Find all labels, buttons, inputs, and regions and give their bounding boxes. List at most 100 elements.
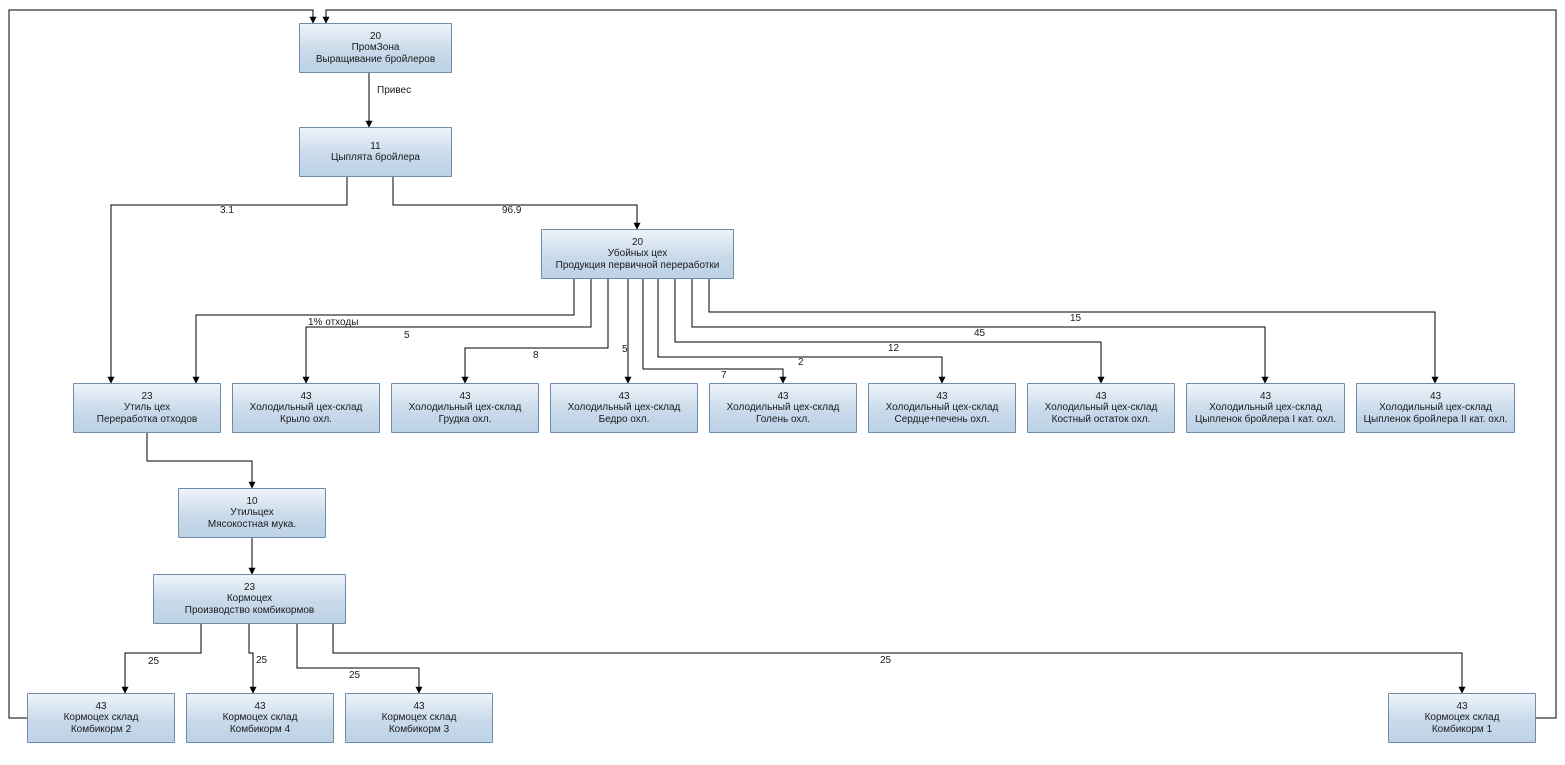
node-code: 10 (246, 496, 257, 508)
node-code: 43 (254, 701, 265, 713)
node-n9[interactable]: 43Холодильный цех-складСердце+печень охл… (868, 383, 1016, 433)
node-line2: Переработка отходов (97, 414, 197, 426)
edge-label-n14-n17: 25 (349, 670, 360, 681)
node-line1: Кормоцех склад (223, 712, 298, 724)
edge-n3-n4 (196, 279, 574, 383)
node-line1: Кормоцех склад (1425, 712, 1500, 724)
node-n12[interactable]: 43Холодильный цех-складЦыпленок бройлера… (1356, 383, 1515, 433)
edge-label-n14-n18: 25 (880, 655, 891, 666)
edge-n3-n6 (465, 279, 608, 383)
node-line2: Мясокостная мука. (208, 519, 296, 531)
node-n8[interactable]: 43Холодильный цех-складГолень охл. (709, 383, 857, 433)
node-line2: Сердце+печень охл. (895, 414, 990, 426)
node-line1: Кормоцех склад (64, 712, 139, 724)
node-line2: Костный остаток охл. (1052, 414, 1151, 426)
node-code: 43 (1095, 391, 1106, 403)
node-code: 23 (141, 391, 152, 403)
node-code: 20 (370, 31, 381, 43)
node-line2: Комбикорм 1 (1432, 724, 1492, 736)
node-line1: Холодильный цех-склад (1379, 402, 1492, 414)
node-line1: Цыплята бройлера (331, 152, 420, 164)
node-line1: Кормоцех (227, 593, 272, 605)
node-code: 43 (413, 701, 424, 713)
node-code: 43 (1456, 701, 1467, 713)
node-line2: Грудка охл. (439, 414, 492, 426)
node-n17[interactable]: 43Кормоцех складКомбикорм 3 (345, 693, 493, 743)
edge-n3-n12 (709, 279, 1435, 383)
edge-label-n14-n16: 25 (256, 655, 267, 666)
edge-n4-n13 (147, 433, 252, 488)
node-line2: Производство комбикормов (185, 605, 314, 617)
node-code: 43 (777, 391, 788, 403)
node-line1: Холодильный цех-склад (409, 402, 522, 414)
edge-n14-n17 (297, 624, 419, 693)
edge-label-n3-n6: 8 (533, 350, 539, 361)
node-code: 11 (370, 141, 380, 153)
node-code: 43 (459, 391, 470, 403)
node-line1: Убойных цех (608, 248, 667, 260)
node-n13[interactable]: 10УтильцехМясокостная мука. (178, 488, 326, 538)
node-line1: Утиль цех (124, 402, 170, 414)
node-line2: Цыпленок бройлера I кат. охл. (1195, 414, 1336, 426)
edge-label-n3-n4: 1% отходы (308, 317, 358, 328)
edge-label-n3-n12: 15 (1070, 313, 1081, 324)
edge-label-n1-n2: Привес (377, 85, 411, 96)
diagram-canvas: 20ПромЗонаВыращивание бройлеров11Цыплята… (0, 0, 1565, 765)
edge-label-n3-n8: 7 (721, 370, 727, 381)
node-n16[interactable]: 43Кормоцех складКомбикорм 4 (186, 693, 334, 743)
node-line1: Утильцех (230, 507, 274, 519)
node-line1: Кормоцех склад (382, 712, 457, 724)
edge-n14-n18 (333, 624, 1462, 693)
node-n15[interactable]: 43Кормоцех складКомбикорм 2 (27, 693, 175, 743)
edge-n18-n1 (326, 10, 1556, 718)
node-code: 43 (1430, 391, 1441, 403)
node-line1: Холодильный цех-склад (886, 402, 999, 414)
edge-label-n3-n10: 12 (888, 343, 899, 354)
node-line1: ПромЗона (352, 42, 400, 54)
edge-n14-n16 (249, 624, 253, 693)
node-n14[interactable]: 23КормоцехПроизводство комбикормов (153, 574, 346, 624)
node-line2: Продукция первичной переработки (556, 260, 720, 272)
edge-n3-n10 (675, 279, 1101, 383)
node-line2: Комбикорм 4 (230, 724, 290, 736)
node-n1[interactable]: 20ПромЗонаВыращивание бройлеров (299, 23, 452, 73)
node-line2: Выращивание бройлеров (316, 54, 435, 66)
edge-n14-n15 (125, 624, 201, 693)
node-code: 20 (632, 237, 643, 249)
node-line1: Холодильный цех-склад (568, 402, 681, 414)
node-n2[interactable]: 11Цыплята бройлера (299, 127, 452, 177)
node-n18[interactable]: 43Кормоцех складКомбикорм 1 (1388, 693, 1536, 743)
edge-n3-n5 (306, 279, 591, 383)
node-line1: Холодильный цех-склад (250, 402, 363, 414)
edge-label-n3-n11: 45 (974, 328, 985, 339)
edge-label-n2-n4: 3.1 (220, 205, 234, 216)
node-line2: Крыло охл. (280, 414, 332, 426)
node-line2: Комбикорм 2 (71, 724, 131, 736)
edge-n3-n8 (643, 279, 783, 383)
node-n5[interactable]: 43Холодильный цех-складКрыло охл. (232, 383, 380, 433)
node-line2: Голень охл. (756, 414, 810, 426)
node-n6[interactable]: 43Холодильный цех-складГрудка охл. (391, 383, 539, 433)
edge-label-n14-n15: 25 (148, 656, 159, 667)
node-code: 43 (95, 701, 106, 713)
node-n4[interactable]: 23Утиль цехПереработка отходов (73, 383, 221, 433)
node-line1: Холодильный цех-склад (1209, 402, 1322, 414)
node-code: 23 (244, 582, 255, 594)
node-line1: Холодильный цех-склад (1045, 402, 1158, 414)
node-n11[interactable]: 43Холодильный цех-складЦыпленок бройлера… (1186, 383, 1345, 433)
node-code: 43 (1260, 391, 1271, 403)
node-code: 43 (300, 391, 311, 403)
node-n7[interactable]: 43Холодильный цех-складБедро охл. (550, 383, 698, 433)
edge-n2-n3 (393, 177, 637, 229)
node-n10[interactable]: 43Холодильный цех-складКостный остаток о… (1027, 383, 1175, 433)
node-code: 43 (936, 391, 947, 403)
node-line2: Комбикорм 3 (389, 724, 449, 736)
edge-label-n3-n5: 5 (404, 330, 410, 341)
edge-label-n3-n9: 2 (798, 357, 804, 368)
node-line2: Цыпленок бройлера II кат. охл. (1364, 414, 1508, 426)
node-line2: Бедро охл. (599, 414, 650, 426)
edge-label-n2-n3: 96.9 (502, 205, 521, 216)
node-line1: Холодильный цех-склад (727, 402, 840, 414)
edge-label-n3-n7: 5 (622, 344, 628, 355)
node-n3[interactable]: 20Убойных цехПродукция первичной перераб… (541, 229, 734, 279)
